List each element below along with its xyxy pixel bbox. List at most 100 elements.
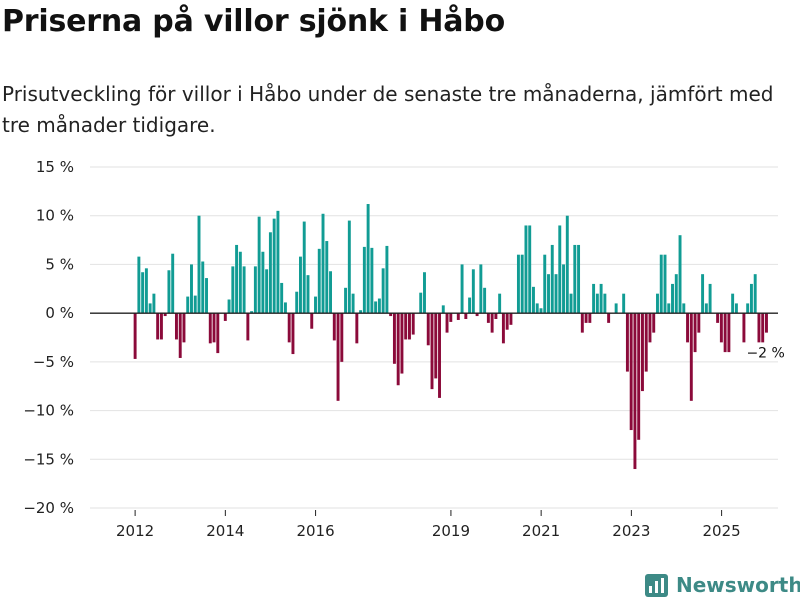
bar xyxy=(460,264,464,314)
bar xyxy=(419,292,423,314)
x-tick-label: 2012 xyxy=(116,522,154,540)
bar xyxy=(426,313,430,346)
bar xyxy=(156,313,160,340)
bar xyxy=(629,313,633,431)
y-tick-label: 15 % xyxy=(36,158,74,176)
bar xyxy=(377,298,381,314)
bar xyxy=(227,299,231,314)
bar xyxy=(727,313,731,353)
bar xyxy=(351,293,355,314)
bar xyxy=(268,232,272,314)
bar xyxy=(577,244,581,314)
bar xyxy=(423,272,426,314)
bar xyxy=(592,283,596,314)
x-tick-label: 2025 xyxy=(703,522,741,540)
bar xyxy=(347,220,351,314)
bar xyxy=(283,302,287,314)
bar xyxy=(246,313,250,341)
bar xyxy=(171,253,175,314)
bar xyxy=(370,247,374,314)
y-tick-label: −5 % xyxy=(33,353,74,371)
bar xyxy=(449,313,453,322)
bar xyxy=(148,303,152,314)
bar xyxy=(235,244,239,314)
bar xyxy=(366,204,370,314)
bar xyxy=(753,274,757,314)
brand-name: Newsworthy xyxy=(676,573,800,597)
x-axis-ticks: 2012 2014 2016 2019 2021 2023 2025 xyxy=(116,510,741,540)
bar xyxy=(716,313,720,323)
y-tick-label: −20 % xyxy=(23,499,74,517)
x-tick-label: 2016 xyxy=(296,522,334,540)
y-tick-label: 5 % xyxy=(45,255,74,273)
bar xyxy=(295,291,299,314)
bar xyxy=(686,313,690,343)
bar xyxy=(329,271,332,314)
bar xyxy=(152,293,156,314)
bar xyxy=(250,311,254,314)
bar xyxy=(186,296,190,314)
bar xyxy=(355,313,359,344)
bar xyxy=(554,274,558,314)
bar xyxy=(272,218,276,314)
bar xyxy=(671,283,674,314)
bar xyxy=(314,296,317,314)
bar xyxy=(595,293,599,314)
bar xyxy=(133,313,137,359)
bar xyxy=(701,274,705,314)
bar xyxy=(765,313,768,333)
bar xyxy=(704,303,708,314)
bar xyxy=(344,287,348,314)
bar xyxy=(516,254,520,314)
bar xyxy=(336,313,340,401)
bar xyxy=(317,248,321,314)
bar xyxy=(374,301,378,314)
bar xyxy=(746,303,750,314)
bar xyxy=(396,313,400,386)
price-change-chart: 15 %10 %5 %0 %−5 %−10 %−15 %−20 % 2012 20… xyxy=(23,158,785,540)
bar xyxy=(509,313,513,325)
bar xyxy=(494,313,498,319)
bar xyxy=(362,246,366,314)
bar xyxy=(197,215,201,314)
bar xyxy=(441,305,445,314)
bar xyxy=(697,313,701,333)
bar xyxy=(385,245,389,314)
bar xyxy=(201,261,205,314)
bar xyxy=(749,283,753,314)
newsworthy-bar-chart-icon xyxy=(645,573,668,597)
bar xyxy=(667,303,671,314)
bar xyxy=(280,282,284,314)
bar xyxy=(137,256,141,314)
last-value-label: −2 % xyxy=(746,346,784,362)
bar xyxy=(734,303,738,314)
bar xyxy=(520,254,524,314)
bar xyxy=(674,274,678,314)
bar xyxy=(742,313,746,343)
bar xyxy=(731,293,735,314)
bar xyxy=(622,293,626,314)
bar xyxy=(490,313,494,333)
bar xyxy=(216,313,220,354)
bar xyxy=(599,283,603,314)
bar xyxy=(682,303,686,314)
bar xyxy=(562,264,565,314)
bar xyxy=(174,313,178,340)
bar xyxy=(693,313,697,353)
bar xyxy=(637,313,641,440)
bar xyxy=(238,251,242,314)
bar xyxy=(445,313,449,333)
bar xyxy=(558,225,562,314)
bar-series xyxy=(133,204,768,470)
bar xyxy=(603,293,607,314)
bar xyxy=(652,313,656,333)
bar xyxy=(550,244,554,314)
bar xyxy=(223,313,227,321)
bar xyxy=(310,313,314,329)
bar xyxy=(588,313,592,323)
bar xyxy=(543,254,547,314)
bar xyxy=(535,303,539,314)
bar xyxy=(659,254,663,314)
bar xyxy=(306,275,310,314)
x-tick-label: 2021 xyxy=(522,522,560,540)
